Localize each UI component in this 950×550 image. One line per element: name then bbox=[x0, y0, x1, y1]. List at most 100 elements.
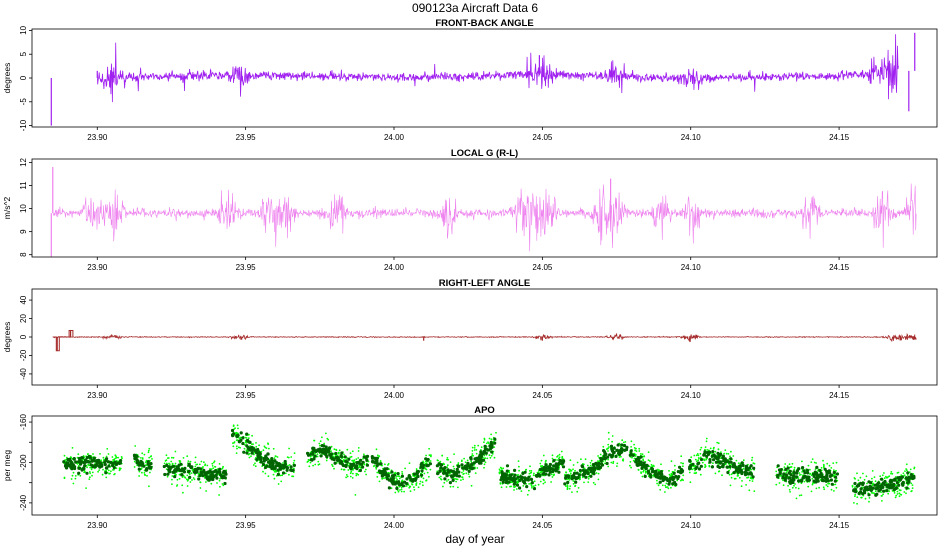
point-outer bbox=[566, 485, 569, 488]
point-inner bbox=[358, 468, 362, 473]
point-outer bbox=[725, 452, 728, 455]
point-outer bbox=[463, 457, 465, 460]
point-outer bbox=[584, 458, 587, 461]
point-outer bbox=[375, 468, 378, 470]
point-inner bbox=[212, 475, 216, 479]
point-outer bbox=[528, 470, 531, 472]
point-outer bbox=[540, 465, 542, 468]
point-outer bbox=[570, 470, 573, 472]
point-outer bbox=[457, 486, 459, 489]
point-outer bbox=[148, 456, 151, 459]
point-inner bbox=[218, 470, 222, 474]
point-inner bbox=[509, 476, 513, 480]
point-inner bbox=[721, 465, 725, 469]
point-inner bbox=[721, 454, 726, 458]
point-inner bbox=[857, 483, 861, 487]
point-inner bbox=[673, 480, 677, 485]
point-inner bbox=[257, 451, 261, 455]
point-inner bbox=[290, 468, 294, 473]
x-tick-label: 24.00 bbox=[384, 521, 405, 530]
point-outer bbox=[638, 450, 641, 452]
point-outer bbox=[794, 483, 796, 485]
point-outer bbox=[114, 457, 117, 459]
point-inner bbox=[457, 470, 461, 474]
point-outer bbox=[473, 444, 476, 447]
point-outer bbox=[330, 450, 332, 452]
point-outer bbox=[471, 453, 474, 455]
point-outer bbox=[384, 463, 386, 466]
point-outer bbox=[666, 486, 669, 488]
point-outer bbox=[446, 457, 449, 459]
x-tick-label: 24.15 bbox=[829, 263, 850, 272]
point-outer bbox=[308, 465, 311, 468]
point-outer bbox=[782, 484, 785, 487]
point-outer bbox=[621, 459, 624, 462]
point-outer bbox=[742, 459, 745, 462]
point-inner bbox=[460, 463, 464, 467]
point-outer bbox=[411, 483, 414, 486]
point-inner bbox=[554, 469, 558, 473]
point-outer bbox=[572, 464, 575, 466]
point-outer bbox=[490, 433, 492, 436]
point-outer bbox=[717, 470, 720, 473]
point-inner bbox=[97, 464, 101, 468]
point-outer bbox=[550, 473, 553, 476]
point-inner bbox=[278, 462, 282, 467]
point-outer bbox=[680, 478, 683, 481]
point-inner bbox=[472, 461, 476, 465]
point-inner bbox=[451, 478, 455, 482]
point-inner bbox=[467, 469, 471, 473]
point-inner bbox=[875, 492, 879, 496]
point-inner bbox=[699, 457, 704, 462]
point-inner bbox=[620, 443, 624, 447]
point-outer bbox=[335, 449, 338, 451]
point-outer bbox=[475, 452, 478, 455]
point-inner bbox=[483, 450, 487, 454]
point-inner bbox=[207, 478, 211, 482]
point-outer bbox=[375, 448, 378, 451]
segment-13 bbox=[851, 463, 916, 505]
point-outer bbox=[748, 489, 751, 492]
point-inner bbox=[236, 433, 240, 437]
point-outer bbox=[288, 447, 290, 450]
segment-4 bbox=[230, 424, 296, 485]
point-inner bbox=[309, 452, 313, 456]
point-inner bbox=[649, 475, 653, 479]
point-inner bbox=[271, 464, 275, 468]
point-outer bbox=[473, 447, 476, 449]
point-outer bbox=[745, 484, 747, 486]
point-outer bbox=[272, 447, 275, 450]
point-outer bbox=[293, 459, 296, 462]
point-outer bbox=[357, 447, 360, 449]
point-inner bbox=[609, 444, 614, 448]
point-outer bbox=[87, 463, 90, 466]
point-inner bbox=[716, 464, 720, 469]
point-inner bbox=[439, 466, 443, 470]
point-inner bbox=[889, 486, 894, 490]
point-outer bbox=[171, 478, 173, 481]
point-inner bbox=[830, 482, 834, 486]
point-outer bbox=[355, 458, 358, 460]
point-outer bbox=[670, 486, 672, 489]
point-inner bbox=[395, 486, 399, 490]
segment-3 bbox=[162, 450, 228, 496]
point-inner bbox=[309, 458, 313, 462]
point-inner bbox=[618, 452, 622, 456]
point-outer bbox=[210, 482, 213, 485]
point-outer bbox=[653, 465, 655, 468]
point-inner bbox=[504, 480, 509, 485]
point-inner bbox=[867, 493, 871, 497]
point-outer bbox=[255, 445, 258, 448]
point-inner bbox=[105, 457, 109, 461]
point-outer bbox=[280, 480, 283, 483]
point-inner bbox=[657, 471, 661, 475]
point-outer bbox=[88, 471, 91, 473]
point-outer bbox=[556, 459, 558, 461]
point-outer bbox=[413, 488, 416, 491]
point-outer bbox=[616, 462, 619, 465]
point-outer bbox=[690, 456, 693, 459]
point-inner bbox=[620, 447, 624, 451]
point-outer bbox=[668, 473, 671, 476]
plot-area bbox=[52, 330, 917, 352]
point-inner bbox=[74, 460, 78, 464]
